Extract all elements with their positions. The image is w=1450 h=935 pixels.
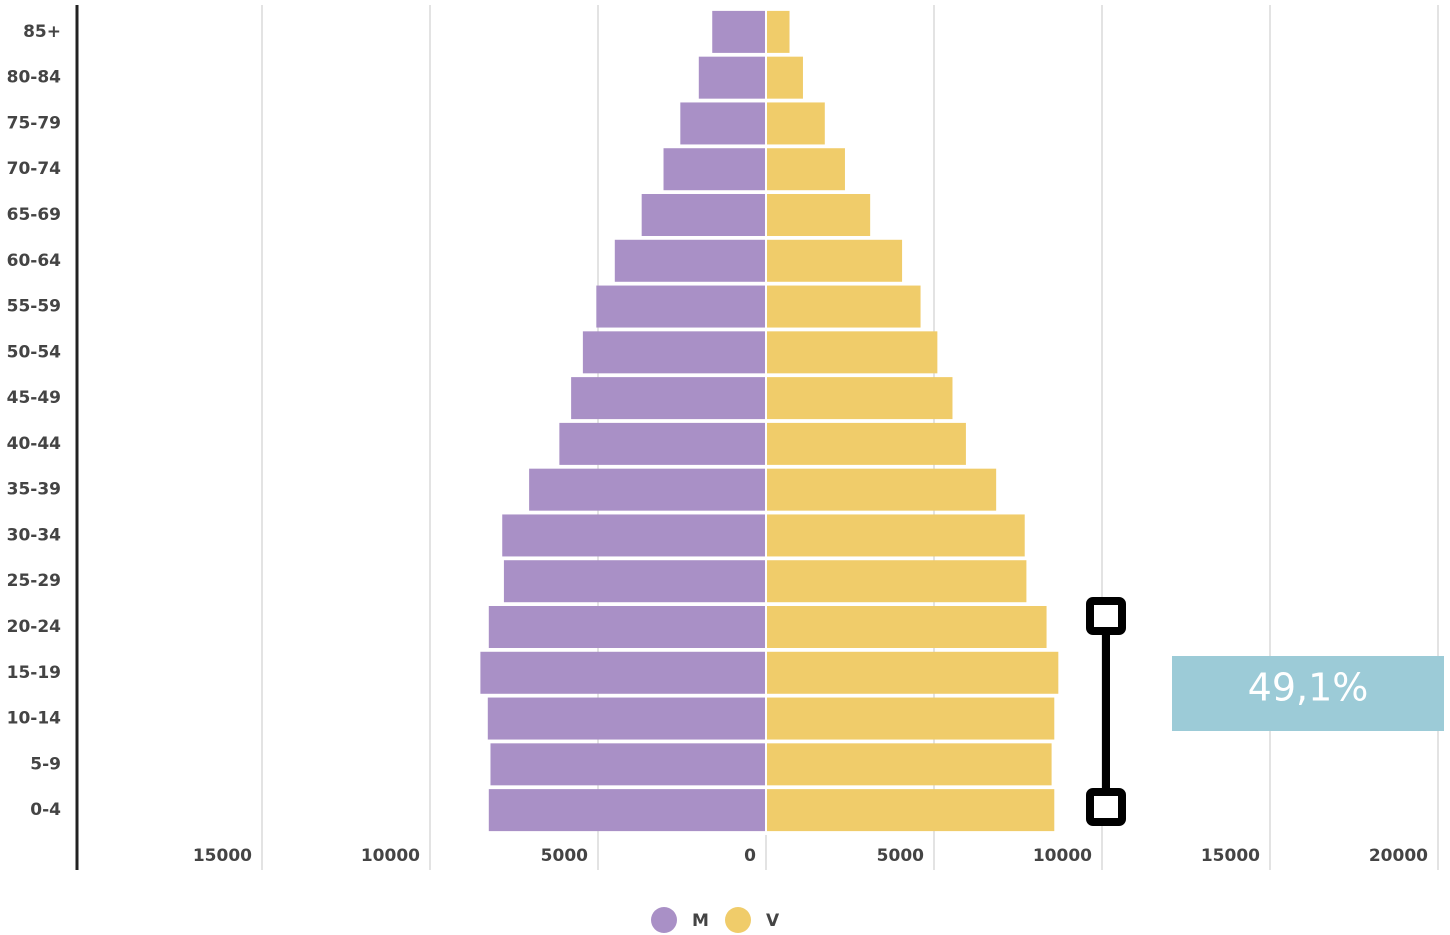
x-tick-label: 10000 <box>1033 846 1092 866</box>
bar <box>766 514 1025 557</box>
bar <box>503 560 766 603</box>
x-tick-label: 5000 <box>541 846 588 866</box>
x-tick-label: 15000 <box>1201 846 1260 866</box>
bar <box>559 422 766 465</box>
bar <box>571 377 766 420</box>
x-tick-label: 20000 <box>1369 846 1428 866</box>
bar <box>712 10 766 53</box>
bar <box>529 468 766 511</box>
legend-label: M <box>692 911 709 931</box>
bar <box>766 789 1055 832</box>
annotation: 49,1% <box>1248 666 1369 710</box>
x-tick-label: 15000 <box>193 846 252 866</box>
bracket <box>1086 597 1126 826</box>
bar <box>766 697 1055 740</box>
bar <box>766 468 997 511</box>
bar <box>582 331 766 374</box>
y-tick-label: 35-39 <box>7 480 61 500</box>
y-tick-label: 75-79 <box>7 113 61 133</box>
bars <box>480 5 1059 835</box>
y-tick-label: 60-64 <box>7 251 62 271</box>
y-tick-label: 5-9 <box>30 754 61 774</box>
bar <box>766 10 790 53</box>
x-tick-label: 5000 <box>877 846 924 866</box>
bar <box>480 651 766 694</box>
y-tick-label: 30-34 <box>7 525 62 545</box>
y-tick-label: 50-54 <box>7 342 62 362</box>
bar <box>488 789 766 832</box>
bar <box>641 194 766 236</box>
bar <box>490 743 766 786</box>
bar <box>766 377 953 420</box>
bar <box>766 560 1027 603</box>
y-tick-label: 85+ <box>23 22 61 42</box>
bar <box>698 56 766 99</box>
bar <box>487 697 766 740</box>
bar <box>766 239 903 282</box>
x-tick-label: 10000 <box>361 846 420 866</box>
y-tick-label: 20-24 <box>7 617 62 637</box>
y-tick-label: 25-29 <box>7 571 61 591</box>
legend-swatch <box>725 907 751 933</box>
y-tick-label: 40-44 <box>7 434 62 454</box>
bar <box>680 102 766 145</box>
bar <box>766 285 921 328</box>
annotation-box <box>1172 656 1444 731</box>
x-tick-label: 0 <box>744 846 756 866</box>
y-tick-label: 15-19 <box>7 663 61 683</box>
bar <box>766 56 803 99</box>
y-tick-label: 0-4 <box>30 800 61 820</box>
y-tick-label: 80-84 <box>7 68 62 88</box>
bar <box>766 102 825 145</box>
bar <box>596 285 766 328</box>
bar <box>766 148 845 191</box>
y-tick-label: 10-14 <box>7 709 62 729</box>
bar <box>488 606 766 648</box>
bar <box>614 239 766 282</box>
legend-label: V <box>766 911 780 931</box>
bar <box>766 194 871 236</box>
y-tick-label: 65-69 <box>7 205 61 225</box>
y-tick-label: 45-49 <box>7 388 61 408</box>
y-tick-label: 55-59 <box>7 297 61 317</box>
bar <box>502 514 766 557</box>
bar <box>663 148 766 191</box>
bar <box>766 651 1059 694</box>
legend-swatch <box>651 907 677 933</box>
bar <box>766 606 1047 648</box>
y-tick-label: 70-74 <box>7 159 62 179</box>
bar <box>766 743 1052 786</box>
bar <box>766 422 966 465</box>
bar <box>766 331 938 374</box>
